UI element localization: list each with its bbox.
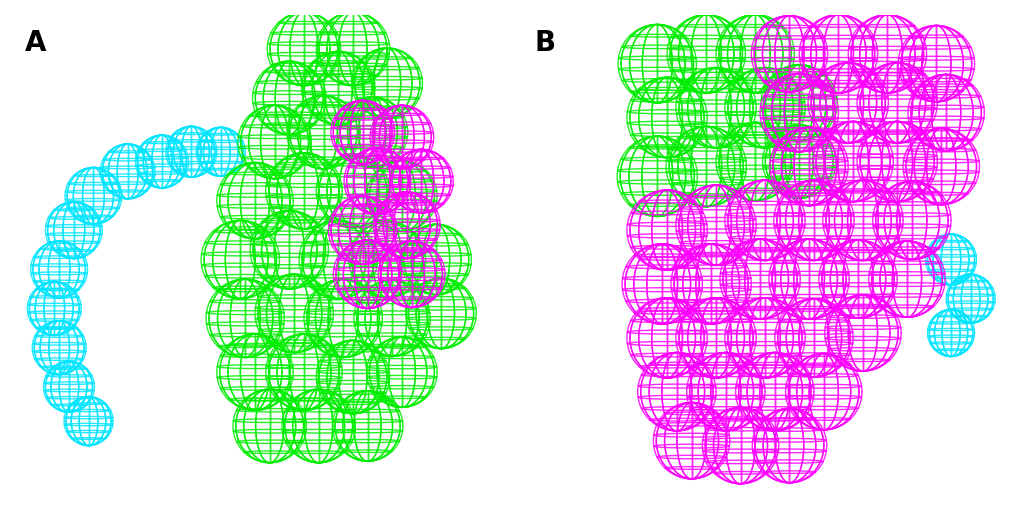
Text: B: B — [534, 30, 555, 58]
Text: A: A — [24, 30, 46, 58]
